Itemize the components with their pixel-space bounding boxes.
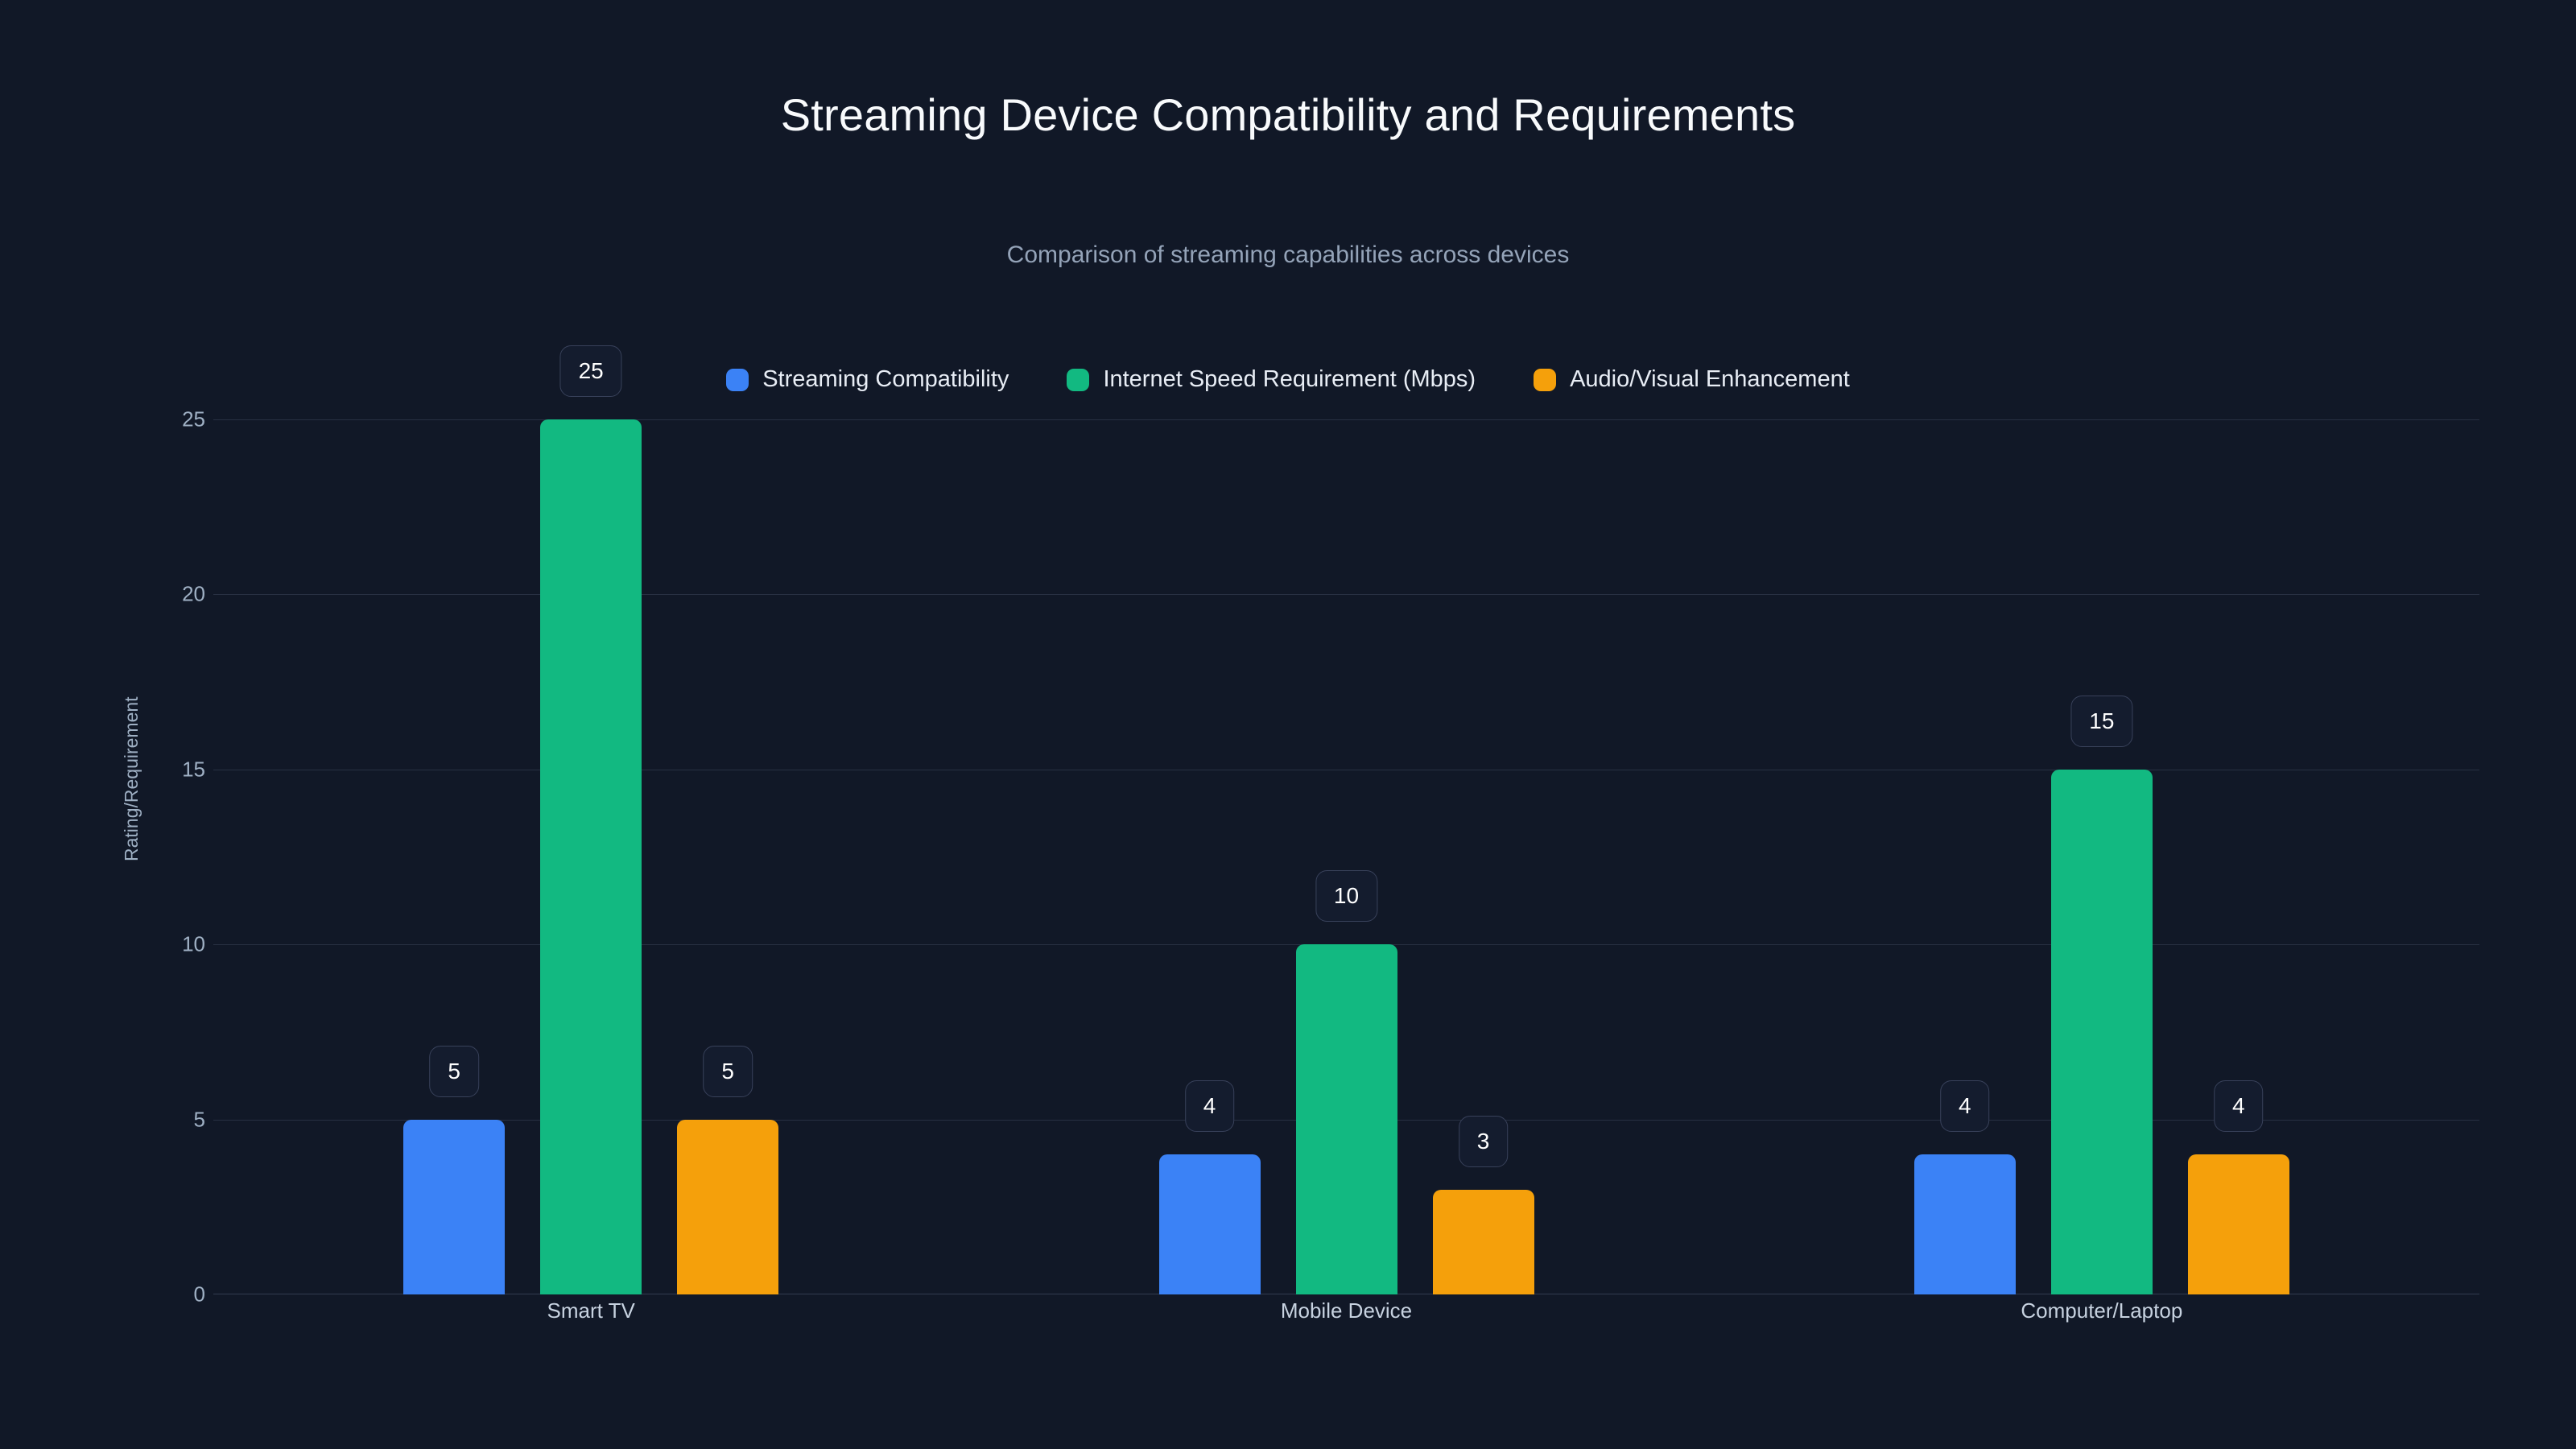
y-axis-tick-label: 20 (182, 581, 205, 606)
bar-value-label: 3 (1458, 1115, 1509, 1167)
y-axis-tick-label: 25 (182, 407, 205, 431)
bar-value-label: 4 (1184, 1080, 1235, 1133)
bar[interactable] (1432, 1189, 1534, 1294)
gridline (213, 419, 2479, 420)
y-axis-tick-label: 0 (193, 1282, 205, 1307)
bar[interactable] (1913, 1154, 2016, 1294)
page-title: Streaming Device Compatibility and Requi… (780, 89, 1796, 140)
legend-swatch-icon (726, 368, 749, 391)
bar-value-label: 25 (559, 345, 622, 397)
legend-item-0[interactable]: Streaming Compatibility (726, 366, 1009, 393)
legend-item-label: Streaming Compatibility (762, 366, 1009, 392)
chart-legend: Streaming Compatibility Internet Speed Re… (0, 366, 2576, 393)
legend-swatch-icon (1067, 368, 1090, 391)
legend-swatch-icon (1534, 368, 1557, 391)
x-axis-category-label: Smart TV (547, 1298, 635, 1323)
bar-value-label: 15 (2070, 695, 2133, 747)
bar[interactable] (1158, 1154, 1261, 1294)
bar[interactable] (540, 419, 642, 1294)
page-subtitle: Comparison of streaming capabilities acr… (1006, 242, 1570, 268)
bar-value-label: 4 (2214, 1080, 2264, 1133)
legend-item-label: Internet Speed Requirement (Mbps) (1103, 366, 1476, 392)
y-axis-tick-label: 5 (193, 1107, 205, 1132)
y-axis-label: Rating/Requirement (121, 696, 142, 861)
legend-item-1[interactable]: Internet Speed Requirement (Mbps) (1067, 366, 1476, 393)
y-axis-tick-label: 15 (182, 757, 205, 782)
bar[interactable] (2050, 769, 2153, 1294)
bar-value-label: 10 (1315, 870, 1378, 923)
bar[interactable] (2187, 1154, 2289, 1294)
bar-value-label: 5 (429, 1045, 479, 1097)
legend-item-2[interactable]: Audio/Visual Enhancement (1534, 366, 1850, 393)
plot-area: 0 5 10 15 20 25 5 25 5 Smart TV 4 10 3 Mobile Device 4… (182, 345, 2479, 1323)
gridline (213, 594, 2479, 596)
bar[interactable] (677, 1119, 779, 1294)
bar[interactable] (1295, 944, 1397, 1294)
y-axis-tick-label: 10 (182, 931, 205, 956)
bar[interactable] (403, 1119, 506, 1294)
bar-value-label: 5 (703, 1045, 753, 1097)
bar-value-label: 4 (1940, 1080, 1990, 1133)
legend-item-label: Audio/Visual Enhancement (1570, 366, 1850, 392)
x-axis-category-label: Computer/Laptop (2021, 1298, 2183, 1323)
x-axis-category-label: Mobile Device (1280, 1298, 1413, 1323)
